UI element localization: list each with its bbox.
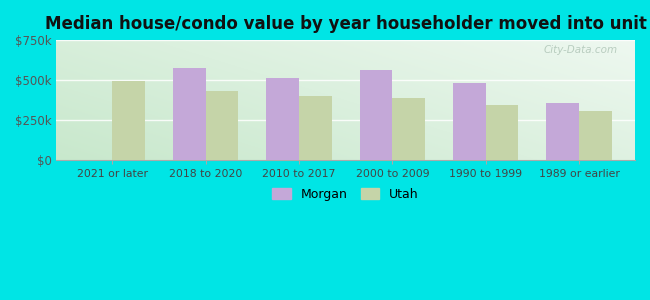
Bar (359, 70, 393, 160)
Bar (393, 98, 425, 160)
Legend: Morgan, Utah: Morgan, Utah (268, 183, 424, 206)
Text: City-Data.com: City-Data.com (543, 45, 618, 55)
Bar (453, 83, 486, 160)
Bar (206, 91, 239, 160)
Bar (486, 105, 518, 160)
Bar (579, 110, 612, 160)
Bar (173, 68, 206, 160)
Bar (266, 78, 299, 160)
Bar (112, 81, 145, 160)
Bar (299, 96, 332, 160)
Title: Median house/condo value by year householder moved into unit: Median house/condo value by year househo… (45, 15, 647, 33)
Bar (547, 103, 579, 160)
